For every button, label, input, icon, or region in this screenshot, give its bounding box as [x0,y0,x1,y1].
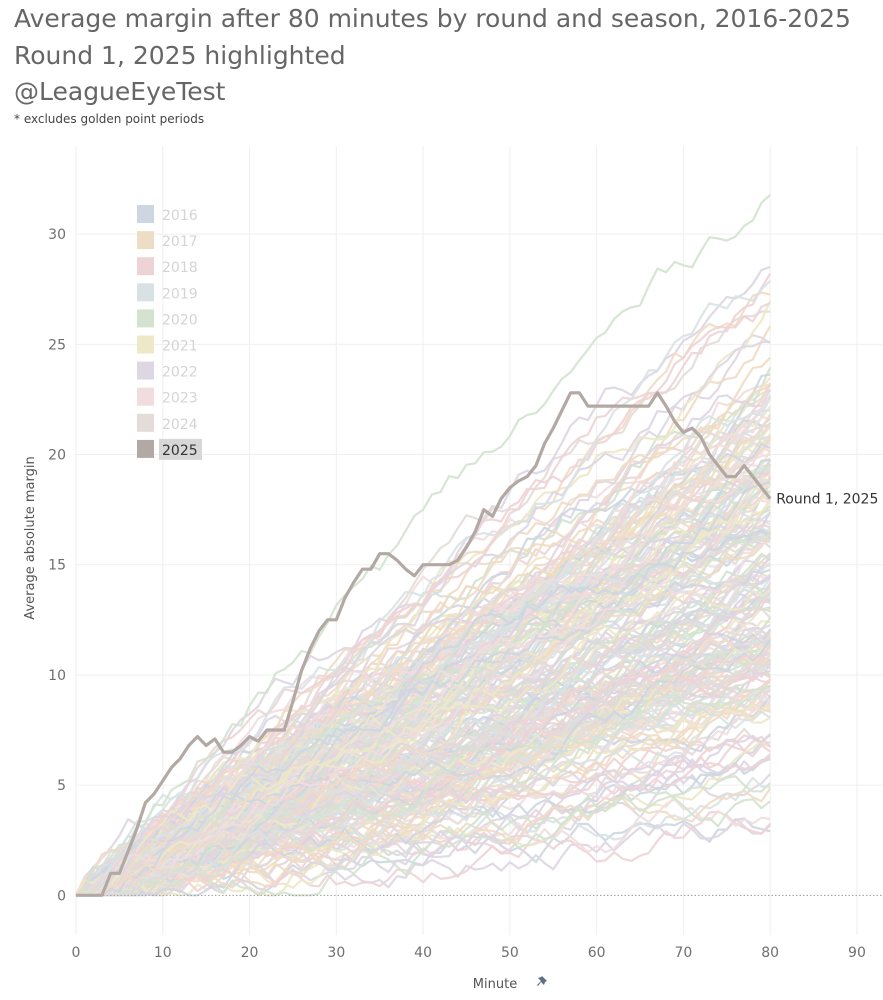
background-series-line [76,734,771,897]
background-series-lines [75,194,772,897]
background-series-line [76,280,771,897]
legend-item-2024[interactable]: 2024 [137,413,198,433]
x-tick-label: 10 [154,945,172,961]
background-series-line [76,589,771,897]
x-tick-label: 50 [501,945,519,961]
legend-label: 2019 [162,286,198,302]
background-series-line [76,733,771,897]
chart-title: Average margin after 80 minutes by round… [14,4,851,33]
legend: 2016 2017 2018 2019 2020 2021 2022 2023 2024 2025 [137,205,202,460]
background-series-line [76,476,771,897]
background-series-line [76,340,771,897]
x-tick-label: 30 [327,945,345,961]
legend-swatch [137,413,154,432]
legend-swatch [137,283,154,302]
x-tick-label: 40 [414,945,432,961]
legend-highlight-bg [159,438,202,460]
background-series-line [76,413,772,897]
background-series-line [76,702,771,897]
legend-item-2023[interactable]: 2023 [137,387,198,407]
legend-swatch [137,231,154,250]
pin-icon[interactable] [537,976,547,986]
legend-item-2021[interactable]: 2021 [137,335,198,355]
background-series-line [76,638,771,897]
y-tick-label: 10 [48,668,66,684]
y-axis-title: Average absolute margin [23,456,38,619]
legend-swatch [137,335,154,354]
x-tick-label: 20 [241,945,259,961]
legend-item-2022[interactable]: 2022 [137,361,198,381]
x-axis-ticks: 0 10 20 30 40 50 60 70 80 90 [72,945,866,961]
background-series-line [76,638,771,897]
background-series-line [76,684,771,897]
legend-item-2025[interactable]: 2025 [137,438,202,460]
x-tick-label: 60 [588,945,606,961]
x-tick-label: 90 [848,945,866,961]
y-tick-label: 15 [48,558,66,574]
legend-label: 2018 [162,260,198,276]
y-tick-label: 20 [48,448,66,464]
x-tick-label: 80 [761,945,779,961]
background-series-line [76,753,771,897]
x-axis-title: Minute [473,977,517,992]
legend-swatch [137,361,154,380]
chart-subtitle: Round 1, 2025 highlighted [14,41,346,70]
background-series-line [75,356,771,896]
background-series-line [75,539,771,897]
footnote: * excludes golden point periods [14,112,205,126]
highlighted-series-line[interactable] [76,391,772,897]
background-series-line [76,588,771,897]
background-series-line [76,540,771,897]
background-series-line [75,302,771,897]
legend-swatch [137,257,154,276]
legend-label: 2017 [162,234,198,250]
legend-label: 2021 [162,339,198,355]
background-series-line [75,194,771,897]
y-tick-label: 25 [48,337,66,353]
legend-label: 2023 [162,391,198,407]
legend-label: 2022 [162,365,198,381]
y-tick-label: 5 [57,778,66,794]
legend-swatch [137,439,154,458]
legend-item-2019[interactable]: 2019 [137,283,198,302]
y-tick-label: 30 [48,227,66,243]
y-tick-label: 0 [57,888,66,904]
legend-label: 2020 [162,312,198,328]
y-axis-ticks: 0 5 10 15 20 25 30 [48,227,66,904]
highlighted-series-label: Round 1, 2025 [776,492,878,508]
legend-swatch [137,309,154,328]
legend-label: 2025 [162,443,198,459]
highlighted-series-group[interactable]: Round 1, 2025 [76,391,878,897]
background-series-line [75,654,771,897]
x-axis-title-group[interactable]: Minute [473,976,547,992]
background-series-line [76,607,771,897]
background-series-line [76,644,772,897]
background-series-line [76,554,771,897]
background-series-line [76,427,771,897]
legend-item-2017[interactable]: 2017 [137,231,198,250]
legend-item-2016[interactable]: 2016 [137,205,198,224]
author-handle: @LeagueEyeTest [14,77,226,106]
x-tick-label: 70 [675,945,693,961]
x-tick-label: 0 [72,945,81,961]
legend-label: 2024 [162,417,198,433]
legend-item-2020[interactable]: 2020 [137,309,198,328]
background-series-line [76,705,771,897]
legend-swatch [137,387,154,406]
legend-swatch [137,205,154,223]
legend-item-2018[interactable]: 2018 [137,257,198,276]
background-series-line [76,480,771,897]
legend-label: 2016 [162,208,198,224]
